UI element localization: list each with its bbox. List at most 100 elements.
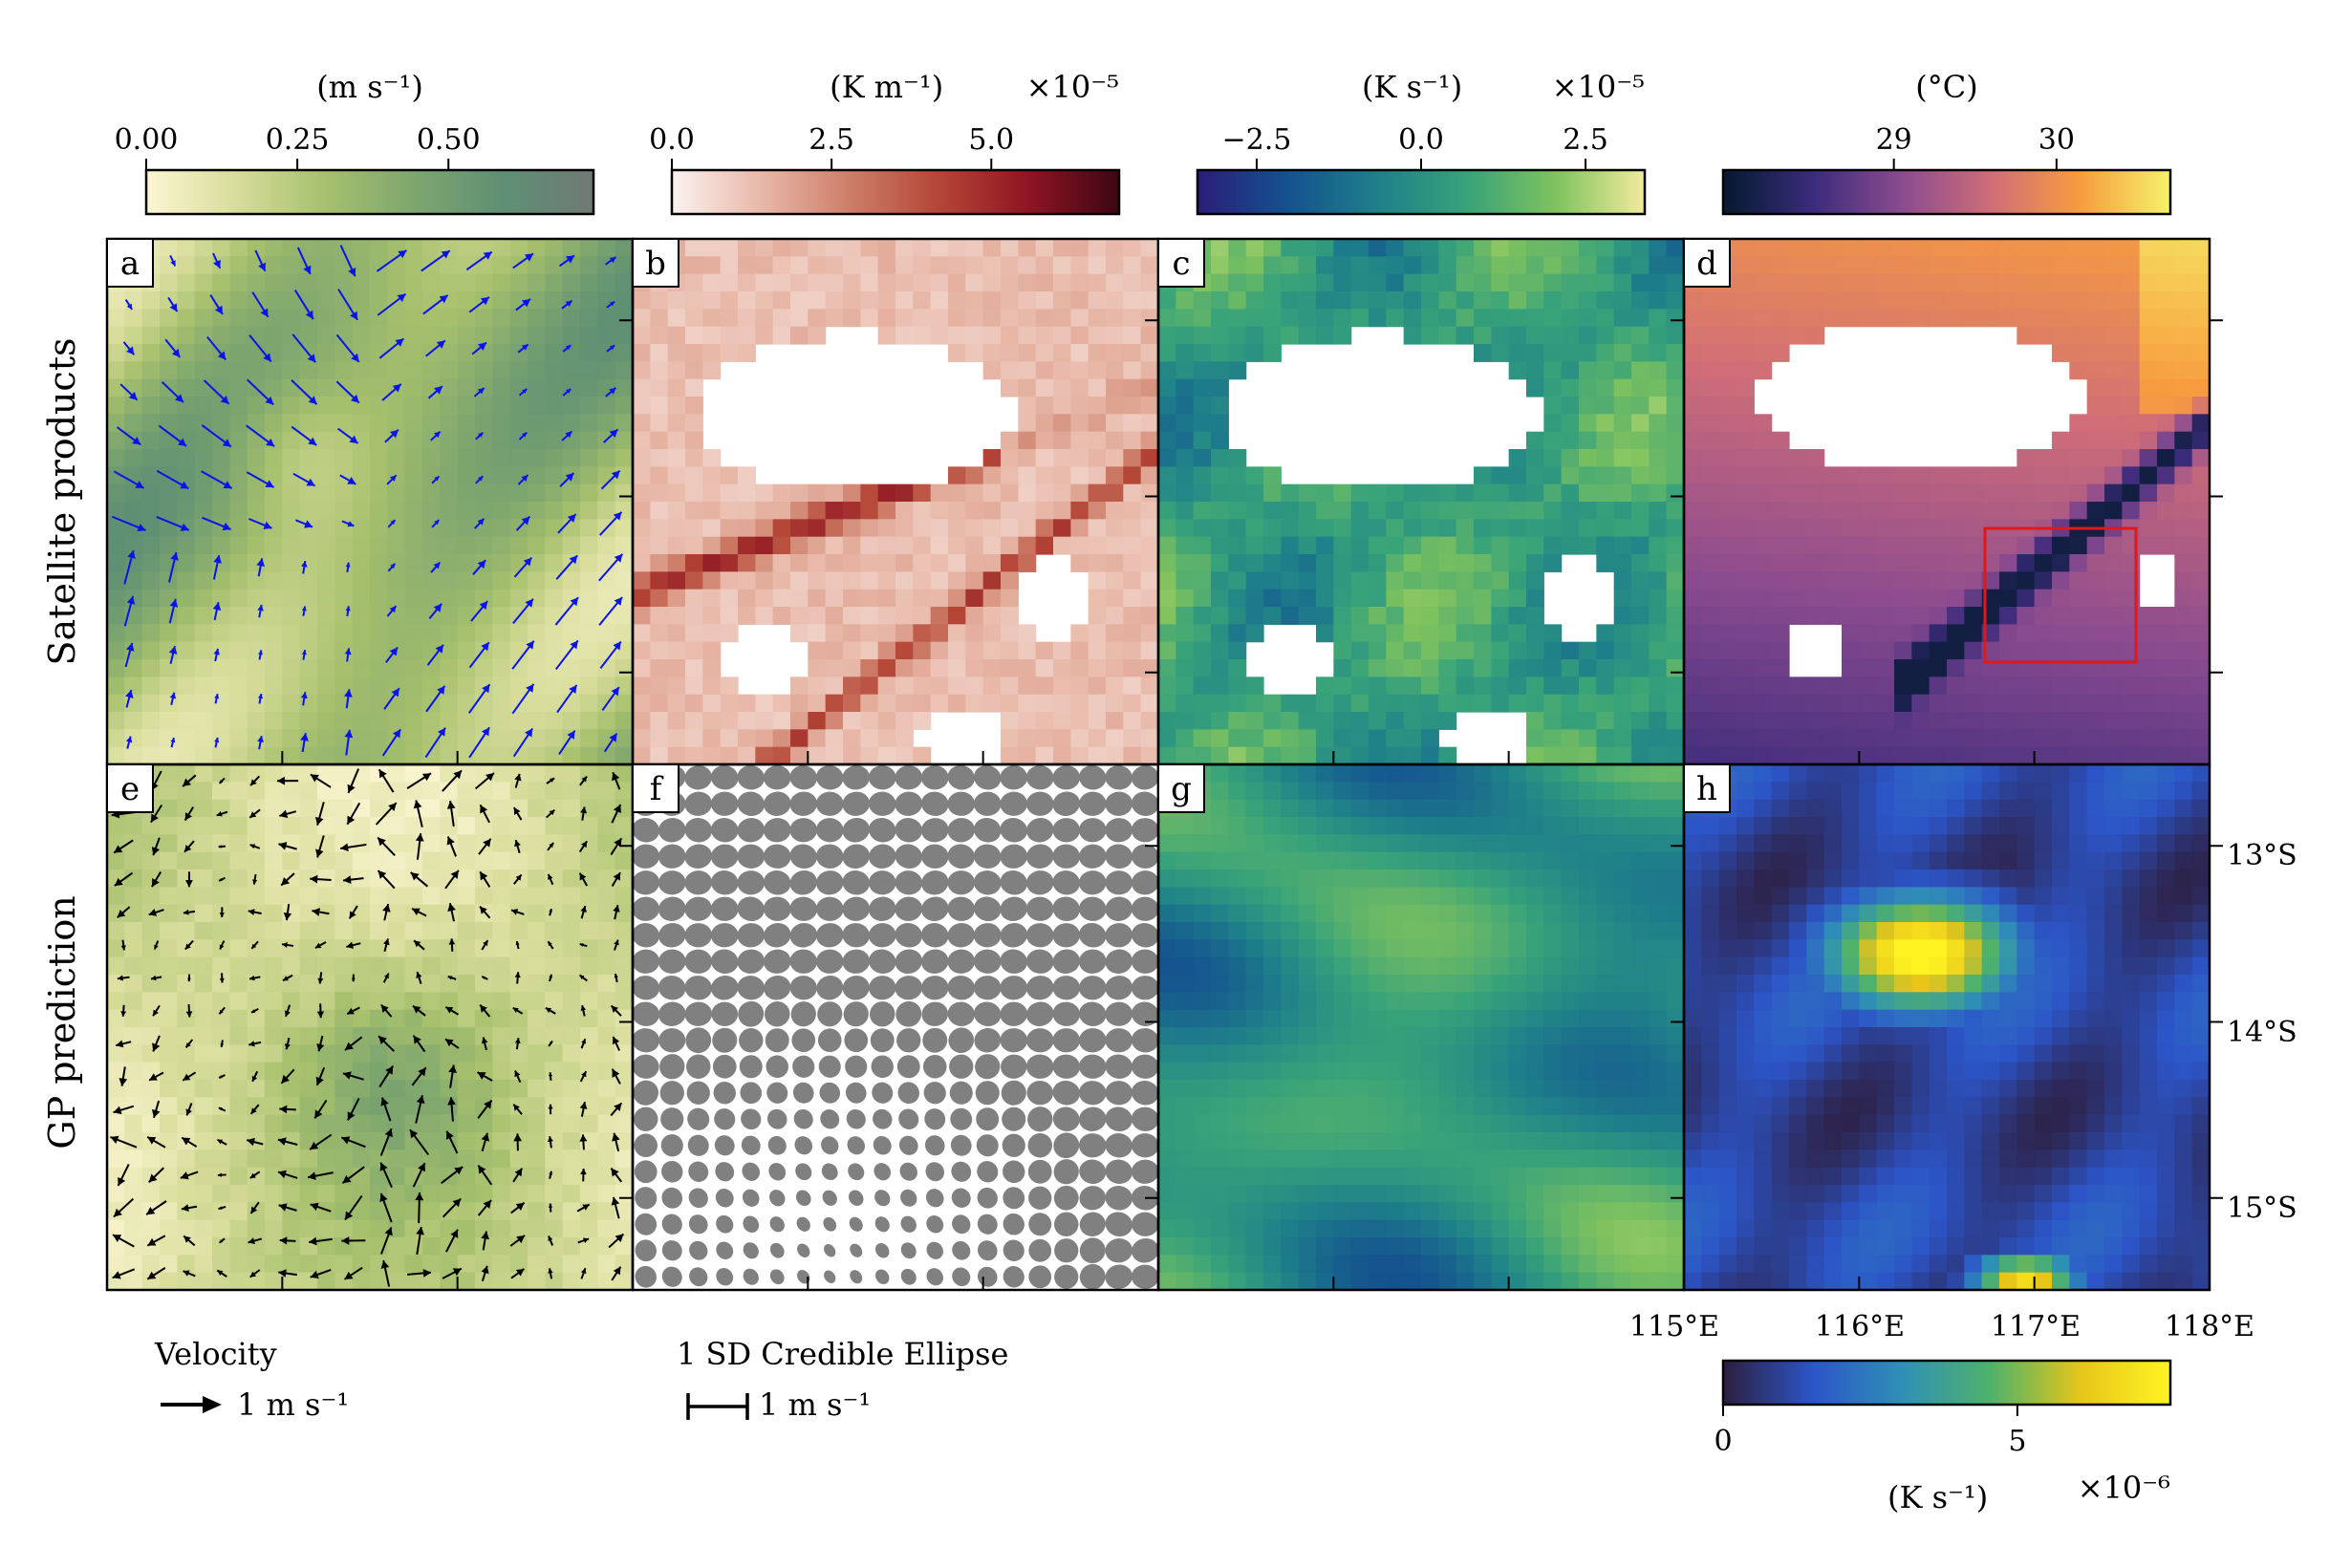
credible-ellipse: [710, 765, 739, 790]
credible-ellipse: [1025, 870, 1054, 895]
credible-ellipse: [1131, 818, 1158, 843]
credible-ellipse: [737, 896, 765, 921]
credible-ellipse: [847, 1136, 866, 1155]
credible-ellipse: [763, 844, 791, 869]
velocity-arrow-head: [128, 391, 138, 400]
credible-ellipse: [710, 870, 739, 895]
velocity-arrow-head: [180, 481, 189, 489]
velocity-arrow-head: [169, 598, 179, 608]
credible-ellipse: [633, 896, 660, 921]
panel-h-field: [1684, 764, 2210, 1290]
velocity-arrow-head: [514, 773, 522, 782]
velocity-arrow-head: [418, 1163, 426, 1172]
velocity-arrow-head: [523, 557, 532, 567]
credible-ellipse: [1105, 791, 1133, 816]
velocity-arrow-head: [525, 598, 533, 608]
velocity-arrow-head: [152, 1042, 161, 1052]
credible-ellipse: [920, 949, 949, 974]
credible-ellipse: [842, 949, 871, 974]
velocity-arrow-head: [347, 815, 356, 825]
velocity-arrow-head: [151, 847, 161, 856]
velocity-arrow-head: [114, 845, 123, 853]
credible-ellipse: [766, 1108, 787, 1129]
velocity-arrow-head: [480, 906, 487, 914]
credible-ellipse: [920, 844, 949, 869]
velocity-arrow-head: [213, 555, 222, 564]
velocity-arrow-head: [265, 480, 274, 488]
credible-ellipse: [688, 1214, 708, 1235]
credible-ellipse: [1053, 1159, 1079, 1185]
credible-ellipse: [869, 817, 896, 843]
velocity-legend: Velocity 1 m s⁻¹: [154, 1336, 349, 1423]
credible-ellipse: [815, 896, 844, 921]
panel-b-field: [633, 239, 1158, 764]
velocity-arrow-head: [219, 877, 223, 882]
velocity-arrow-head: [481, 727, 490, 737]
velocity-arrow-head: [444, 1039, 454, 1047]
velocity-arrow-head: [315, 1076, 324, 1085]
panel-letters: a b c d e f g h: [106, 238, 1731, 813]
velocity-arrow-head: [217, 1139, 224, 1145]
velocity-arrow-head: [183, 1073, 191, 1081]
velocity-arrow-head: [248, 909, 255, 915]
credible-ellipse: [797, 1270, 810, 1284]
credible-ellipse: [1002, 1106, 1026, 1131]
velocity-arrow-head: [347, 477, 356, 484]
credible-ellipse: [763, 818, 791, 843]
credible-ellipse: [743, 1215, 760, 1234]
credible-ellipse: [1003, 1239, 1025, 1261]
velocity-arrow-head: [170, 260, 176, 267]
colorbar-2: 0.0 2.5 5.0 (K m⁻¹) ×10⁻⁵: [649, 69, 1121, 216]
velocity-arrow-head: [482, 976, 485, 979]
credible-ellipse: [1132, 923, 1158, 948]
velocity-arrow-head: [384, 1227, 393, 1236]
panel-h-frame: [1682, 763, 2211, 1292]
credible-ellipse: [789, 870, 817, 895]
velocity-arrow-head: [582, 1204, 590, 1211]
velocity-arrow-head: [301, 606, 307, 612]
credible-ellipse: [976, 1134, 999, 1157]
credible-ellipse: [789, 765, 818, 790]
credible-ellipse: [661, 1214, 682, 1235]
velocity-arrow-head: [258, 262, 267, 271]
credible-ellipse: [975, 1081, 1000, 1106]
panel-d-highlight-box: [1983, 526, 2138, 664]
velocity-arrow-head: [380, 1260, 390, 1269]
credible-ellipse: [661, 1187, 683, 1209]
velocity-arrow-head: [110, 1135, 119, 1144]
velocity-arrow-head: [117, 910, 126, 918]
colorbar-5-tick-label: 0: [1714, 1425, 1732, 1458]
credible-ellipse: [1053, 1185, 1079, 1211]
credible-ellipse: [1000, 976, 1028, 1000]
panel-letter-h: h: [1696, 770, 1717, 808]
velocity-arrow-head: [278, 1203, 288, 1212]
credible-ellipse: [711, 1001, 739, 1026]
credible-ellipse: [1052, 976, 1081, 1000]
credible-ellipse: [1105, 870, 1133, 895]
credible-ellipse: [737, 976, 766, 1000]
velocity-arrow-head: [216, 810, 223, 817]
x-tick-label: 116°E: [1815, 1310, 1905, 1343]
credible-ellipse: [715, 1189, 734, 1208]
velocity-arrow-head: [219, 1239, 224, 1243]
velocity-arrow-head: [382, 904, 391, 913]
credible-ellipse: [743, 1268, 759, 1285]
credible-ellipse: [710, 896, 739, 921]
credible-ellipse: [815, 765, 844, 790]
credible-ellipse: [974, 896, 1002, 922]
velocity-arrow-head: [434, 476, 440, 482]
velocity-arrow-head: [611, 1168, 619, 1177]
credible-ellipse: [1053, 1132, 1080, 1159]
velocity-arrow-head: [566, 345, 572, 351]
colorbar-5: 0 5 (K s⁻¹) ×10⁻⁶: [1714, 1359, 2172, 1515]
velocity-arrow-head: [377, 837, 386, 847]
credible-ellipse: [875, 1269, 890, 1284]
velocity-arrow-head: [545, 1007, 552, 1014]
velocity-arrow-head: [308, 1171, 316, 1181]
credible-ellipse: [952, 1240, 971, 1260]
velocity-arrow-head: [212, 602, 222, 611]
velocity-arrow-head: [151, 878, 160, 888]
credible-ellipse: [1132, 1238, 1158, 1263]
credible-ellipse: [952, 1214, 971, 1235]
